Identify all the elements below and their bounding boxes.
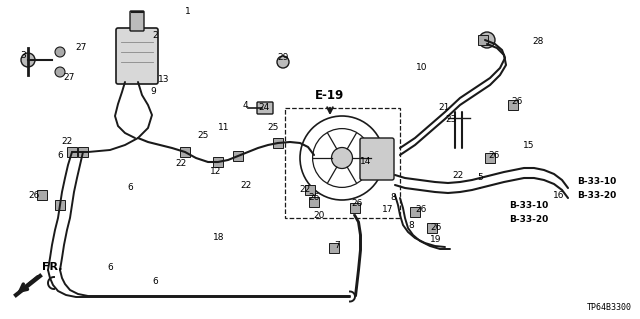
Bar [478,35,488,45]
Text: 29: 29 [278,54,289,63]
Bar [485,153,495,163]
Text: 25: 25 [197,130,209,139]
Text: 26: 26 [351,198,362,207]
Text: 20: 20 [313,211,324,219]
Text: 16: 16 [553,190,564,199]
Text: 5: 5 [477,174,483,182]
Text: 26: 26 [415,205,426,214]
Circle shape [55,47,65,57]
FancyBboxPatch shape [257,102,273,114]
Text: 8: 8 [408,220,413,229]
Text: 12: 12 [210,167,221,176]
Bar [305,185,315,195]
Text: 15: 15 [523,140,534,150]
Text: 18: 18 [213,234,225,242]
Text: 6: 6 [107,263,113,271]
Text: 7: 7 [334,241,340,250]
FancyBboxPatch shape [130,11,144,31]
Text: 14: 14 [360,158,371,167]
Text: 9: 9 [150,86,156,95]
Text: 25: 25 [267,122,278,131]
Text: B-33-10: B-33-10 [577,177,616,187]
Text: 22: 22 [61,137,73,146]
Bar [67,147,77,157]
Text: E-19: E-19 [316,89,344,102]
Bar [180,147,190,157]
Text: B-33-20: B-33-20 [577,191,616,201]
Bar [37,190,47,200]
Bar [427,223,437,233]
Text: 22: 22 [175,159,186,167]
Text: 26: 26 [29,190,40,199]
Text: 10: 10 [416,63,428,72]
Text: 13: 13 [158,76,170,85]
Text: 6: 6 [152,278,157,286]
Text: 6: 6 [57,151,63,160]
Text: 6: 6 [127,183,132,192]
Text: TP64B3300: TP64B3300 [587,303,632,312]
Text: 26: 26 [511,98,522,107]
Bar [309,197,319,207]
Circle shape [332,147,353,168]
Bar [410,207,420,217]
Bar [55,200,65,210]
Bar [273,138,283,148]
Text: 8: 8 [390,192,396,202]
Circle shape [479,32,495,48]
Bar [285,108,400,218]
Text: 11: 11 [218,122,230,131]
Text: 27: 27 [75,42,86,51]
Text: 4: 4 [243,100,248,109]
Text: 3: 3 [20,50,26,60]
Circle shape [55,67,65,77]
Bar [213,157,223,167]
Circle shape [277,56,289,68]
Text: 27: 27 [63,73,74,83]
FancyBboxPatch shape [116,28,158,84]
Text: 26: 26 [430,224,442,233]
Text: B-33-20: B-33-20 [509,214,548,224]
Text: 1: 1 [185,8,191,17]
Bar [233,151,243,161]
Bar [78,147,88,157]
Bar [508,100,518,110]
Text: 24: 24 [258,103,269,113]
Text: 26: 26 [488,151,499,160]
Circle shape [21,53,35,67]
Text: 19: 19 [430,235,442,244]
Bar [329,243,339,253]
Text: 2: 2 [152,32,157,41]
Text: 22: 22 [299,186,310,195]
FancyBboxPatch shape [360,138,394,180]
Text: 23: 23 [445,115,456,124]
Text: 28: 28 [532,38,543,47]
Text: 22: 22 [452,170,463,180]
Text: 17: 17 [382,205,394,214]
Text: 21: 21 [438,102,449,112]
Text: B-33-10: B-33-10 [509,201,548,210]
Text: 26: 26 [308,194,319,203]
Text: 22: 22 [240,181,252,189]
Bar [350,203,360,213]
Text: FR.: FR. [42,262,63,272]
